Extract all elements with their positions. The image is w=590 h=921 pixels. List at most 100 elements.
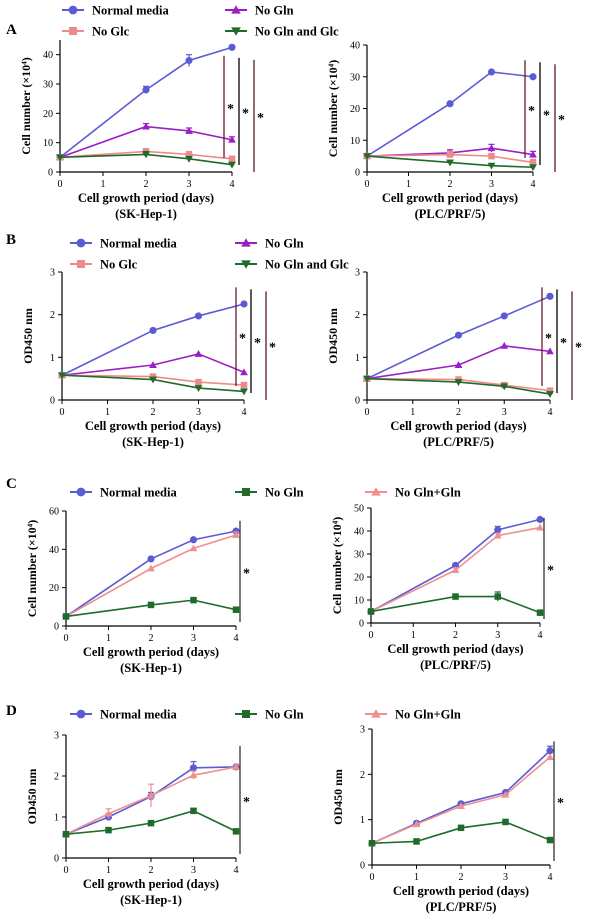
data-point [487,162,496,170]
x-tick-label: 0 [64,633,69,644]
data-point [446,159,454,167]
series-line-noglc [59,150,233,160]
x-axis-label: Cell growth period (days) [390,419,526,433]
legend-marker [68,5,78,15]
x-tick-label: 4 [531,179,536,190]
data-point [412,820,421,828]
data-point [446,151,454,158]
data-point [62,613,70,620]
data-point [529,159,537,166]
x-tick-label: 2 [453,630,458,641]
data-point [454,379,463,386]
x-tick-label: 0 [58,179,63,190]
panel-letter: A [6,22,17,38]
significance-star: * [560,336,567,351]
legend-label: No Glc [92,25,130,39]
series-line-normal [370,518,541,613]
significance-star: * [243,795,250,810]
data-point [58,372,66,380]
x-tick-label: 4 [548,872,553,883]
significance-star: * [254,336,261,351]
x-axis-label: Cell growth period (days) [387,642,523,656]
data-point [194,312,203,320]
y-axis-label: OD450 nm [326,308,340,364]
y-tick-label: 20 [43,109,53,120]
series-line-normal [65,530,237,618]
data-point [240,368,248,376]
data-point [142,86,150,94]
legend-item: No Gln+Gln [365,486,461,500]
legend-label: Normal media [100,486,177,500]
data-point [149,361,157,368]
x-tick-label: 3 [503,872,508,883]
x-tick-label: 2 [144,179,149,190]
significance-star: * [227,102,234,117]
data-point [228,43,236,51]
data-point [142,122,150,130]
x-axis-label: Cell growth period (days) [83,645,219,659]
y-tick-label: 30 [43,80,53,91]
data-point [232,828,240,835]
y-axis-label: OD450 nm [331,769,345,825]
significance-star: * [558,113,565,128]
chart-7: 0 1 2 3 0 1 2 3 4 OD450 nm Cell growth period (day… [25,731,250,908]
series-line-glnrescue [65,534,237,618]
legend-label: No Gln+Gln [395,708,461,722]
x-tick-label: 3 [191,865,196,876]
panel-letter: C [6,476,17,492]
chart-3: 0 1 2 3 0 1 2 3 4 OD450 nm Cell growth period (day… [21,268,276,450]
panel-a: A Normal media No Glc No Gln No Gln and Glc [6,4,339,39]
y-tick-label: 3 [50,268,55,279]
y-tick-label: 30 [354,550,364,561]
y-tick-label: 1 [355,353,360,364]
data-point [189,536,198,544]
y-tick-label: 60 [49,507,59,518]
x-tick-label: 4 [548,407,553,418]
series-line-noglnglc [366,377,551,395]
legend-item: No Gln [235,486,304,500]
significance-star: * [547,563,554,578]
data-point [195,378,202,386]
series-line-noglnglc [370,595,541,614]
series-line-noglnglc [366,155,534,169]
data-point [185,151,193,158]
x-tick-label: 1 [101,179,106,190]
series-line-nogln [59,125,233,159]
legend-item: Normal media [70,486,177,500]
y-tick-label: 0 [355,168,360,179]
y-tick-label: 1 [360,815,365,826]
data-point [190,596,197,604]
data-point [494,526,502,534]
data-point [363,153,371,161]
y-tick-label: 40 [49,545,59,556]
data-point [228,135,236,143]
x-tick-label: 1 [406,179,411,190]
y-tick-label: 40 [350,41,360,52]
x-tick-label: 3 [196,407,201,418]
x-tick-label: 3 [502,407,507,418]
x-tick-label: 0 [64,865,69,876]
y-tick-label: 40 [354,527,364,538]
x-tick-label: 3 [191,633,196,644]
x-tick-label: 2 [149,865,154,876]
y-tick-label: 1 [54,813,59,824]
legend-label: Normal media [100,237,177,251]
series-line-noglc [61,374,245,386]
series-line-noglc [366,153,534,164]
x-tick-label: 1 [414,872,419,883]
y-tick-label: 0 [50,396,55,407]
x-axis-label: Cell growth period (days) [393,884,529,898]
legend-marker [241,260,251,269]
legend-label: Normal media [92,4,169,18]
data-point [546,391,554,398]
data-point [500,341,509,349]
data-point [457,824,465,832]
data-point [185,127,193,134]
x-tick-label: 1 [106,633,111,644]
data-point [529,150,537,158]
y-tick-label: 50 [354,504,364,515]
data-point [149,376,157,384]
y-tick-label: 20 [49,583,59,594]
data-point [368,839,376,847]
data-point [189,544,198,552]
